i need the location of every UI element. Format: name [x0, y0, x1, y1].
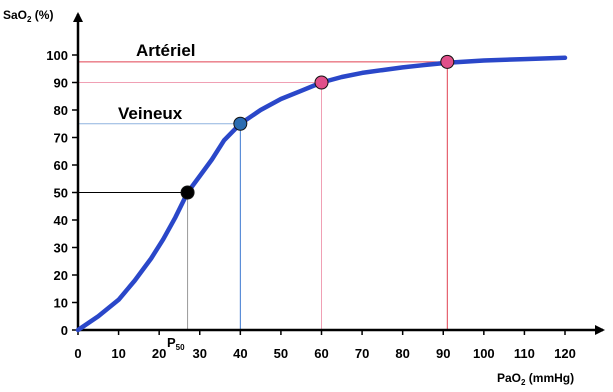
y-tick-label-8: 80	[54, 103, 68, 118]
x-tick-label-2: 20	[152, 346, 166, 361]
x-tick-label-10: 100	[473, 346, 495, 361]
guide-lines-layer	[78, 61, 448, 330]
y-tick-label-4: 40	[54, 213, 68, 228]
point-marker-1	[233, 116, 248, 131]
y-tick-label-10: 100	[46, 48, 68, 63]
x-tick-label-1: 10	[111, 346, 125, 361]
y-axis-title-main: SaO	[3, 8, 27, 22]
y-tick-label-6: 60	[54, 158, 68, 173]
point-marker-2	[314, 75, 329, 90]
y-axis-title-sub: 2	[27, 15, 32, 24]
x-axis-title: PaO2 (mmHg)	[497, 371, 574, 387]
series-0-line	[75, 55, 568, 333]
y-tick-label-5: 50	[54, 186, 68, 201]
y-axis-title-unit: (%)	[31, 8, 53, 22]
y-axis-title: SaO2 (%)	[3, 8, 53, 24]
text-layer: SaO2 (%) PaO2 (mmHg) Artériel Veineux P5…	[3, 8, 574, 387]
x-tick-label-12: 120	[554, 346, 576, 361]
y-tick-label-1: 10	[54, 296, 68, 311]
points-layer	[180, 54, 455, 200]
x-tick-label-0: 0	[74, 346, 81, 361]
x-tick-label-9: 90	[436, 346, 450, 361]
annotation-arteriel: Artériel	[136, 41, 196, 60]
point-marker-3	[440, 54, 455, 69]
annotation-veineux: Veineux	[118, 104, 183, 123]
point-marker-0	[180, 185, 195, 200]
x-tick-label-5: 50	[274, 346, 288, 361]
x-tick-label-8: 80	[395, 346, 409, 361]
x-tick-label-4: 40	[233, 346, 247, 361]
x-tick-label-3: 30	[193, 346, 207, 361]
y-tick-label-7: 70	[54, 131, 68, 146]
p50-label-main: P	[167, 335, 176, 350]
p50-label: P50	[167, 335, 185, 352]
x-tick-label-6: 60	[314, 346, 328, 361]
x-axis-title-unit: (mmHg)	[525, 371, 574, 385]
y-tick-label-2: 20	[54, 268, 68, 283]
y-tick-label-3: 30	[54, 241, 68, 256]
y-tick-label-0: 0	[61, 323, 68, 338]
x-axis-title-sub: 2	[521, 378, 526, 387]
x-tick-label-7: 70	[355, 346, 369, 361]
y-tick-label-9: 90	[54, 76, 68, 91]
x-axis-title-main: PaO	[497, 371, 521, 385]
p50-label-sub: 50	[176, 343, 185, 352]
curve-layer	[75, 55, 568, 333]
axes-layer: 0 10 20 30 40 50 60 70 80 90 100 110 120 0 10 20 30 40 50 6…	[46, 12, 605, 361]
x-tick-label-11: 110	[514, 346, 535, 361]
